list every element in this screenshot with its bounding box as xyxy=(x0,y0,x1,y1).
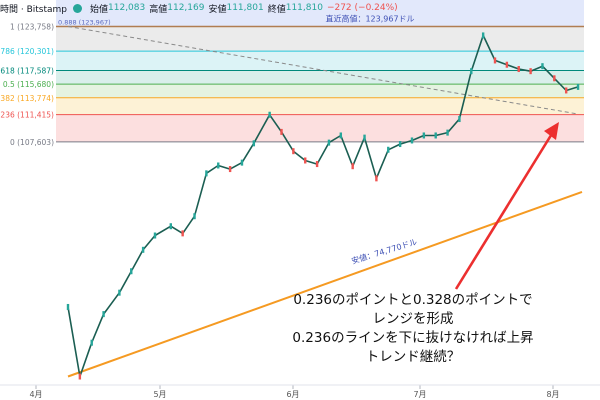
top-level-label: 0.888 (123,967) xyxy=(58,18,111,26)
price-point xyxy=(252,140,256,147)
fib-level-label: 0.618 (117,587) xyxy=(0,67,54,76)
price-point xyxy=(410,137,414,144)
price-point xyxy=(434,132,437,139)
price-point xyxy=(217,162,220,169)
note-line: 0.236のポイントと0.328のポイントで xyxy=(293,292,533,308)
price-point xyxy=(481,32,485,39)
market-status-icon xyxy=(73,3,82,13)
fib-band xyxy=(56,70,584,85)
price-point xyxy=(280,128,283,135)
note-line: レンジを形成 xyxy=(372,311,454,327)
price-point xyxy=(505,61,509,68)
high-label: 高値 xyxy=(149,4,168,15)
price-point xyxy=(363,134,366,141)
price-point xyxy=(387,146,390,153)
fib-level-label: 0.786 (120,301) xyxy=(0,47,54,56)
change-value: −272 (−0.24%) xyxy=(326,3,398,13)
price-point xyxy=(470,68,473,75)
x-tick-label: 4月 xyxy=(29,390,42,399)
fib-level-label: 0.236 (111,415) xyxy=(0,111,54,120)
price-point xyxy=(351,163,354,170)
price-point xyxy=(228,166,232,173)
resistance-trendline xyxy=(67,25,579,115)
price-point xyxy=(458,116,461,123)
price-point xyxy=(517,66,520,73)
open-label: 始値 xyxy=(90,4,109,15)
low-label: 安値 xyxy=(208,4,227,15)
price-point xyxy=(375,175,378,182)
price-point xyxy=(529,68,532,75)
price-point xyxy=(130,268,133,275)
low-annotation: 安値：74,770ドル xyxy=(350,236,418,265)
fib-level-label: 0.382 (113,774) xyxy=(0,94,54,103)
fib-band xyxy=(56,26,584,52)
price-point xyxy=(181,230,184,237)
fib-band xyxy=(56,84,584,98)
price-point xyxy=(240,159,244,166)
x-tick-label: 5月 xyxy=(153,390,166,399)
note-line: 0.236のラインを下に抜けなければ上昇 xyxy=(292,330,534,346)
price-point xyxy=(268,111,271,118)
price-point xyxy=(292,148,295,155)
close-label: 終値 xyxy=(267,4,286,15)
price-point xyxy=(327,139,331,146)
fib-level-label: 0.5 (115,680) xyxy=(3,80,54,89)
price-point xyxy=(553,75,556,82)
price-point xyxy=(304,157,307,164)
fib-level-label: 1 (123,758) xyxy=(10,22,54,31)
price-point xyxy=(205,170,208,177)
ohlc-header: 時間 · Bitstamp 始値 112,083 高値 112,169 安値 1… xyxy=(0,0,398,16)
symbol-label: 時間 · Bitstamp xyxy=(0,4,67,15)
price-point xyxy=(169,223,172,230)
price-point xyxy=(576,83,580,90)
price-point xyxy=(193,213,196,220)
x-tick-label: 6月 xyxy=(286,390,299,399)
commentary-note: 0.236のポイントと0.328のポイントで レンジを形成 0.236のラインを… xyxy=(268,291,558,367)
price-point xyxy=(564,87,568,94)
price-point xyxy=(118,289,121,296)
price-point xyxy=(66,303,70,310)
x-tick-label: 7月 xyxy=(413,390,426,399)
price-point xyxy=(541,63,544,70)
price-point xyxy=(102,311,105,318)
price-point xyxy=(446,129,449,136)
fib-band-top xyxy=(56,0,584,27)
price-point xyxy=(315,161,319,168)
price-point xyxy=(153,232,157,239)
fib-band xyxy=(56,114,584,142)
close-value: 111,810 xyxy=(285,3,323,13)
note-line: トレンド継続？ xyxy=(365,349,461,365)
fib-level-label: 0 (107,603) xyxy=(10,138,54,147)
price-point xyxy=(141,246,145,253)
arrow-head-icon xyxy=(544,122,559,140)
high-value: 112,169 xyxy=(167,3,205,13)
x-tick-label: 8月 xyxy=(546,390,559,399)
open-value: 112,083 xyxy=(108,3,146,13)
low-value: 111,801 xyxy=(226,3,264,13)
high-annotation: 直近高値：123,967ドル xyxy=(325,13,414,23)
fib-band xyxy=(56,97,584,115)
price-point xyxy=(90,339,93,346)
price-point xyxy=(78,373,82,380)
price-point xyxy=(422,132,426,139)
price-point xyxy=(398,141,402,148)
price-point xyxy=(339,132,343,139)
price-point xyxy=(493,57,497,64)
arrow-shaft xyxy=(454,131,555,290)
fib-band xyxy=(56,51,584,71)
